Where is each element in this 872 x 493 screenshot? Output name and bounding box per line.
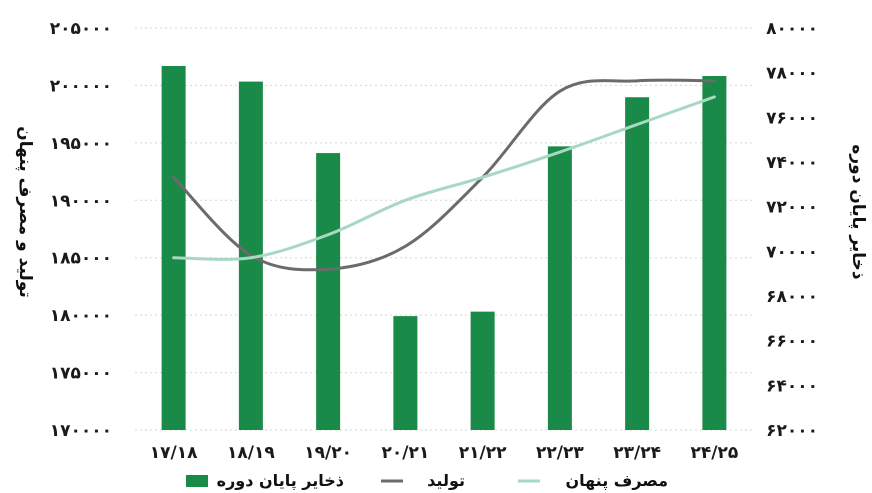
right-tick-label: ۷۶۰۰۰ <box>766 108 818 128</box>
x-axis-ticks: ۱۷/۱۸ ۱۸/۱۹ ۱۹/۲۰ ۲۰/۲۱ ۲۱/۲۲ ۲۲/۲۳ ۲۳/۲۴ ۲۴/۲۵ <box>150 443 738 463</box>
x-tick-label: ۱۷/۱۸ <box>150 443 198 463</box>
left-tick-label: ۱۹۵۰۰۰ <box>50 134 112 154</box>
x-tick-label: ۲۱/۲۲ <box>459 443 507 463</box>
x-tick-label: ۱۸/۱۹ <box>227 443 275 463</box>
right-tick-label: ۷۲۰۰۰ <box>766 198 818 218</box>
bar <box>316 153 341 431</box>
right-tick-label: ۶۲۰۰۰ <box>766 421 818 441</box>
legend-label-line-2: مصرف پنهان <box>565 471 668 491</box>
x-tick-label: ۲۳/۲۴ <box>613 443 661 463</box>
bar-series <box>161 65 727 431</box>
x-tick-label: ۲۲/۲۳ <box>536 443 584 463</box>
bar <box>625 97 650 430</box>
right-axis-title: ذخایر پایان دوره <box>848 144 868 280</box>
gridlines <box>135 27 753 431</box>
legend: ذخایر پایان دوره تولید مصرف پنهان <box>186 471 668 491</box>
line-series <box>172 78 716 272</box>
left-tick-label: ۱۸۵۰۰۰ <box>50 249 112 269</box>
bar <box>547 146 572 430</box>
left-tick-label: ۱۹۰۰۰۰ <box>50 191 112 211</box>
bar <box>161 65 186 430</box>
left-tick-label: ۱۷۵۰۰۰ <box>50 364 112 384</box>
line-series-2 <box>172 95 716 261</box>
x-tick-label: ۲۴/۲۵ <box>691 443 739 463</box>
right-tick-label: ۶۴۰۰۰ <box>766 376 818 396</box>
legend-label-line-1: تولید <box>427 471 465 490</box>
legend-swatch-bar <box>186 475 208 487</box>
bar <box>393 316 418 430</box>
left-axis-title: تولید و مصرف پنهان <box>15 126 35 298</box>
bar <box>702 76 727 431</box>
right-tick-label: ۸۰۰۰۰ <box>766 19 818 39</box>
left-tick-label: ۱۷۰۰۰۰ <box>50 421 112 441</box>
right-tick-label: ۷۴۰۰۰ <box>766 153 818 173</box>
left-tick-label: ۲۰۵۰۰۰ <box>50 19 112 39</box>
right-axis-ticks: ۶۲۰۰۰ ۶۴۰۰۰ ۶۶۰۰۰ ۶۸۰۰۰ ۷۰۰۰۰ ۷۲۰۰۰ ۷۴۰۰۰ ۷۶۰۰۰… <box>766 19 818 441</box>
right-tick-label: ۶۸۰۰۰ <box>766 287 818 307</box>
right-tick-label: ۷۰۰۰۰ <box>766 242 818 262</box>
x-tick-label: ۲۰/۲۱ <box>382 443 430 463</box>
x-tick-label: ۱۹/۲۰ <box>304 443 352 463</box>
legend-label-bar: ذخایر پایان دوره <box>217 471 344 491</box>
right-tick-label: ۷۸۰۰۰ <box>766 64 818 84</box>
bar <box>470 311 495 430</box>
left-axis-ticks: ۱۷۰۰۰۰ ۱۷۵۰۰۰ ۱۸۰۰۰۰ ۱۸۵۰۰۰ ۱۹۰۰۰۰ ۱۹۵۰۰۰ ۲۰۰۰… <box>50 19 112 441</box>
left-tick-label: ۲۰۰۰۰۰ <box>50 76 112 96</box>
left-tick-label: ۱۸۰۰۰۰ <box>50 306 112 326</box>
right-tick-label: ۶۶۰۰۰ <box>766 332 818 352</box>
